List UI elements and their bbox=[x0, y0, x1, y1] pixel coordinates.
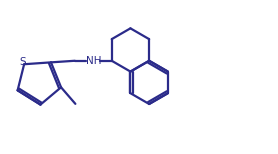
Text: NH: NH bbox=[86, 56, 101, 66]
Text: S: S bbox=[19, 57, 26, 67]
